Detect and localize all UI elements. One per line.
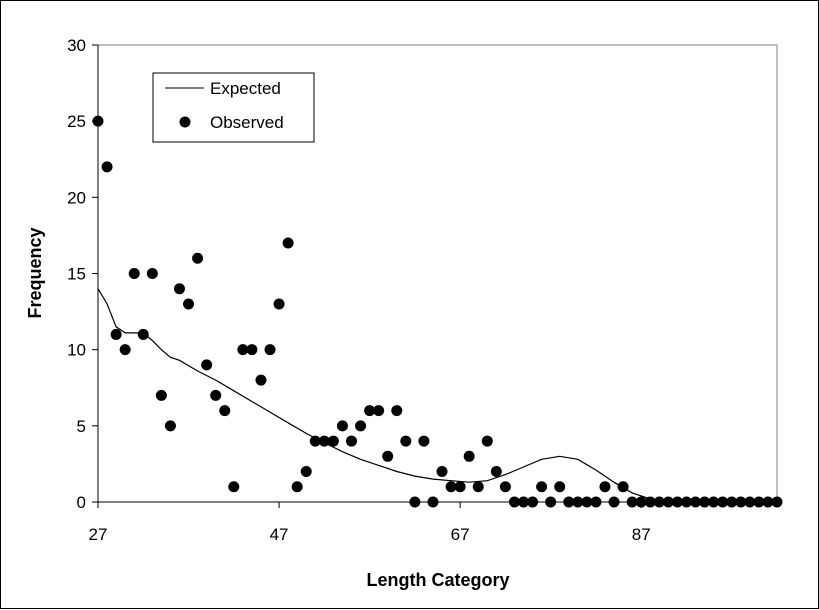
observed-point [699, 496, 711, 508]
legend-observed-swatch [179, 116, 191, 128]
observed-point [771, 496, 783, 508]
observed-point [744, 496, 756, 508]
observed-point [264, 344, 276, 356]
observed-point [128, 268, 140, 279]
observed-point [753, 496, 765, 508]
x-tick-label: 47 [270, 525, 289, 544]
observed-point [427, 496, 439, 508]
observed-point [527, 496, 539, 508]
observed-point [101, 161, 113, 173]
observed-point [463, 450, 475, 462]
y-axis-title: Frequency [25, 227, 45, 318]
observed-point [635, 496, 647, 508]
observed-point [499, 481, 511, 493]
observed-point [436, 466, 448, 478]
observed-point [137, 328, 149, 340]
observed-point [309, 435, 321, 447]
observed-point [318, 435, 330, 447]
observed-point [192, 252, 204, 264]
observed-point [210, 389, 222, 401]
observed-point [454, 481, 466, 493]
observed-point [536, 481, 548, 493]
observed-point [237, 344, 249, 356]
observed-point [291, 481, 303, 493]
observed-point [228, 481, 240, 493]
observed-point [246, 344, 258, 356]
observed-point [581, 496, 593, 508]
observed-point [201, 359, 213, 371]
observed-point [391, 405, 403, 417]
x-tick-label: 67 [451, 525, 470, 544]
observed-point [355, 420, 367, 432]
legend-box [152, 72, 315, 143]
observed-point [572, 496, 584, 508]
observed-point [336, 420, 348, 432]
observed-point [373, 405, 385, 417]
y-tick-label: 30 [67, 36, 86, 55]
observed-point [164, 420, 176, 432]
observed-point [255, 374, 267, 386]
observed-point [626, 496, 638, 508]
y-tick-label: 20 [67, 188, 86, 207]
observed-point [300, 466, 312, 478]
observed-point [490, 466, 502, 478]
observed-point [409, 496, 421, 508]
observed-point [762, 496, 774, 508]
observed-point [364, 405, 376, 417]
observed-point [92, 115, 104, 127]
observed-point [617, 481, 629, 493]
x-ticks: 27 47 67 87 [89, 502, 651, 544]
observed-point [273, 298, 285, 310]
observed-point [110, 328, 122, 340]
observed-point [608, 496, 620, 508]
observed-point [545, 496, 557, 508]
observed-point [662, 496, 674, 508]
x-axis-title: Length Category [366, 570, 509, 590]
observed-point [653, 496, 665, 508]
observed-point [155, 389, 167, 401]
observed-point [418, 435, 430, 447]
observed-point [119, 344, 131, 356]
y-tick-label: 5 [77, 417, 86, 436]
observed-point [518, 496, 530, 508]
observed-point [282, 237, 294, 249]
observed-point [708, 496, 720, 508]
x-tick-label: 87 [632, 525, 651, 544]
observed-point [481, 435, 493, 447]
observed-point [690, 496, 702, 508]
observed-point [173, 283, 185, 295]
observed-point [644, 496, 656, 508]
observed-point [382, 450, 394, 462]
x-tick-label: 27 [89, 525, 108, 544]
y-tick-label: 25 [67, 112, 86, 131]
observed-point [400, 435, 412, 447]
observed-point [599, 481, 611, 493]
y-tick-label: 15 [67, 265, 86, 284]
observed-series [92, 115, 783, 508]
observed-point [219, 405, 231, 417]
y-ticks: 0 5 10 15 20 25 30 [67, 36, 98, 512]
observed-point [735, 496, 747, 508]
observed-point [563, 496, 575, 508]
observed-point [554, 481, 566, 493]
observed-point [327, 435, 339, 447]
legend-expected-label: Expected [210, 79, 281, 98]
observed-point [590, 496, 602, 508]
observed-point [445, 481, 457, 493]
legend-observed-label: Observed [210, 113, 284, 132]
observed-point [472, 481, 484, 493]
observed-point [726, 496, 738, 508]
legend: Expected Observed [152, 72, 315, 143]
y-tick-label: 0 [77, 493, 86, 512]
observed-point [345, 435, 357, 447]
observed-point [680, 496, 692, 508]
observed-point [146, 268, 158, 279]
observed-point [183, 298, 195, 310]
observed-point [717, 496, 729, 508]
observed-point [671, 496, 683, 508]
observed-point [508, 496, 520, 508]
y-tick-label: 10 [67, 341, 86, 360]
